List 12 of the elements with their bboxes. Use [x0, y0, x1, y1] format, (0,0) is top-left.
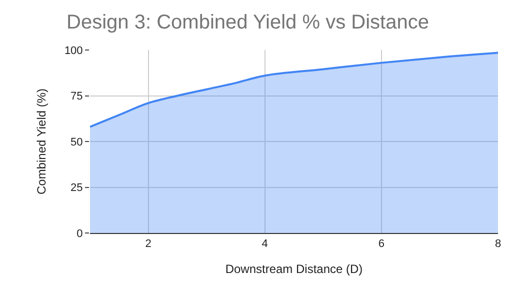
x-tick-label: 2 — [145, 238, 152, 250]
y-tick-label: 100 — [64, 44, 83, 57]
y-axis-title: Combined Yield (%) — [34, 88, 49, 195]
x-axis-title: Downstream Distance (D) — [225, 262, 363, 276]
y-tick-label: 0 — [76, 228, 83, 240]
y-tick-label: 75 — [70, 90, 83, 103]
x-tick-label: 4 — [262, 238, 268, 250]
y-tick-label: 25 — [70, 182, 83, 194]
chart-title: Design 3: Combined Yield % vs Distance — [66, 12, 429, 34]
x-tick-label: 8 — [494, 238, 502, 250]
x-tick-label: 6 — [378, 238, 384, 250]
y-tick-label: 50 — [70, 136, 83, 148]
